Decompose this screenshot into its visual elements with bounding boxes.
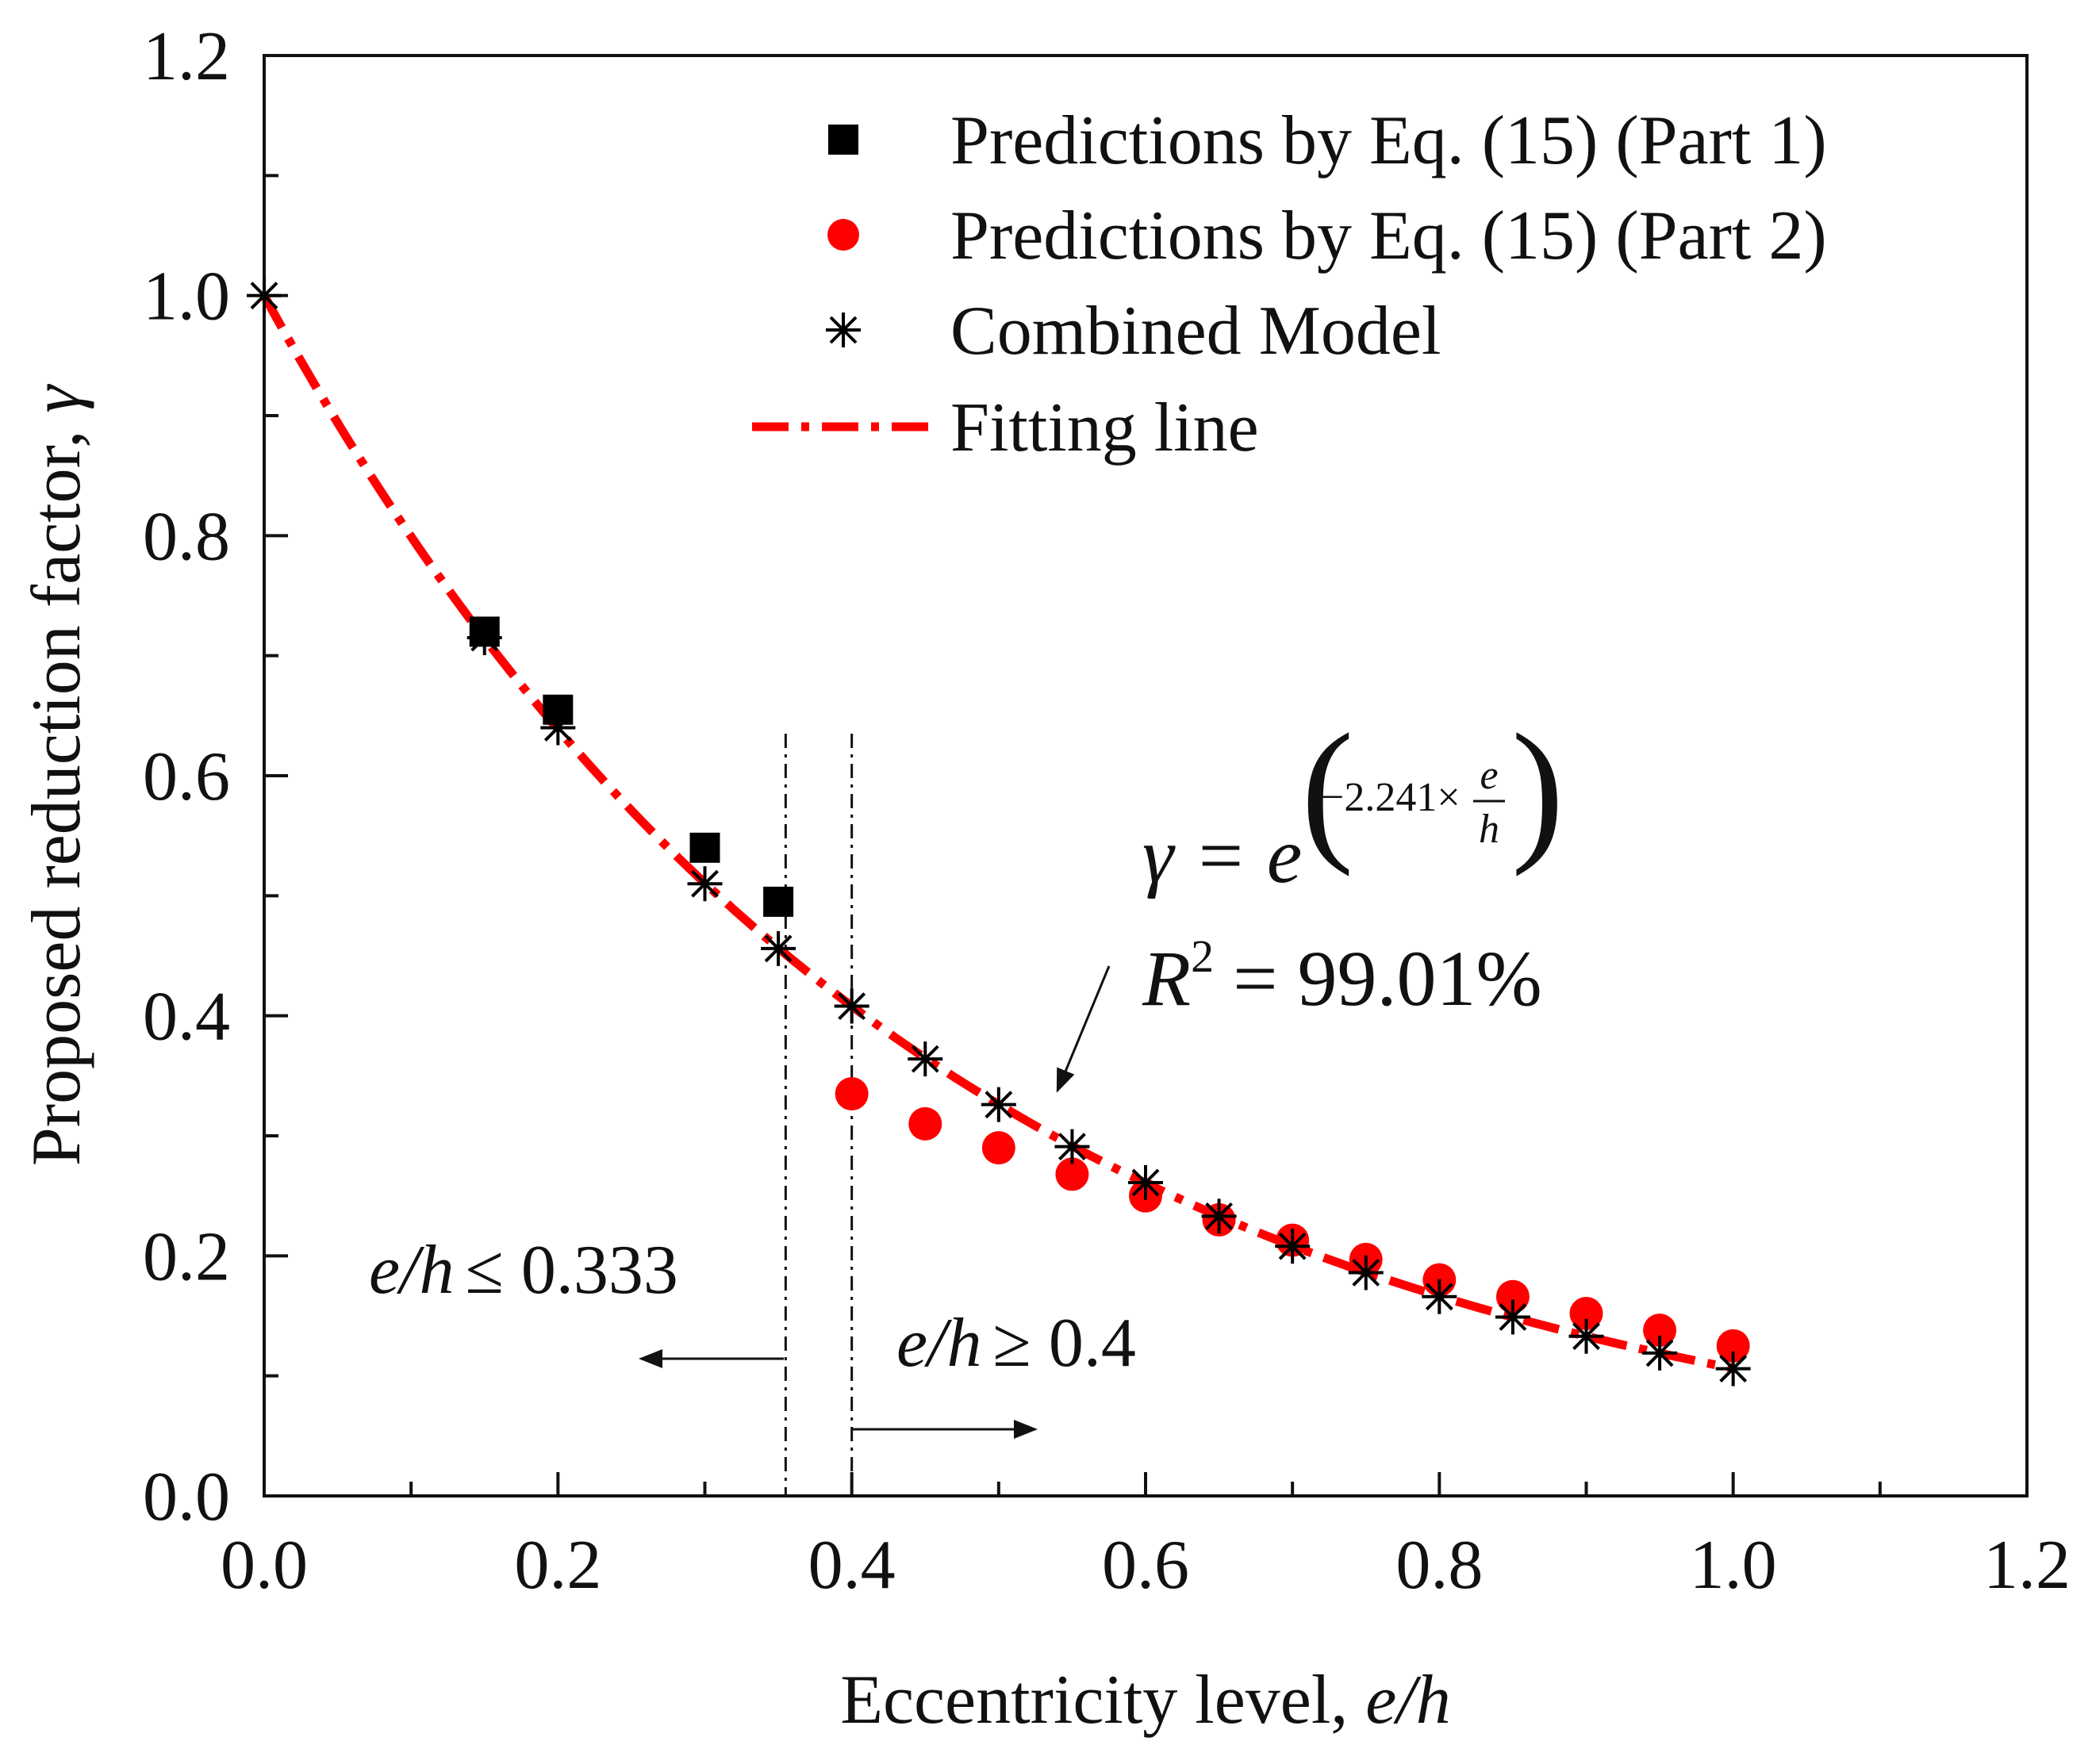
legend-label-combined: Combined Model xyxy=(950,293,1441,370)
legend-label-part2: Predictions by Eq. (15) (Part 2) xyxy=(950,197,1827,274)
point-part1 xyxy=(689,832,720,863)
legend-label-part1: Predictions by Eq. (15) (Part 1) xyxy=(950,102,1827,179)
equation: γ = e ( −2.241× e h ) R2 = 99.01% xyxy=(1142,702,1564,1022)
y-tick-label: 0.6 xyxy=(143,738,230,815)
point-combined xyxy=(1642,1335,1678,1371)
point-combined xyxy=(687,866,723,902)
point-part1 xyxy=(763,886,794,917)
point-part2 xyxy=(908,1106,942,1141)
right-region-rel: ≥ 0.4 xyxy=(993,1305,1136,1382)
y-tick-label: 0.8 xyxy=(143,498,230,575)
point-part2 xyxy=(981,1131,1015,1165)
right-region-var: e/h xyxy=(896,1305,982,1382)
point-combined xyxy=(834,988,869,1024)
point-combined xyxy=(1128,1165,1163,1201)
y-axis-tick-labels: 0.0 0.2 0.4 0.6 0.8 1.0 1.2 xyxy=(143,18,230,1536)
point-combined xyxy=(981,1087,1016,1122)
point-part2 xyxy=(1716,1329,1750,1363)
equation-paren-left: ( xyxy=(1301,702,1354,877)
r-squared: R2 = 99.01% xyxy=(1142,930,1542,1022)
x-tick-label: 0.0 xyxy=(221,1527,308,1604)
fitting-line xyxy=(260,293,1734,1373)
point-part2 xyxy=(1643,1313,1677,1348)
point-combined xyxy=(1348,1255,1384,1290)
x-axis-title-var: e/h xyxy=(1365,1662,1451,1739)
point-combined xyxy=(1568,1318,1604,1354)
point-combined xyxy=(1201,1198,1237,1234)
x-axis-ticks xyxy=(263,1472,2029,1496)
series-part2 xyxy=(835,1077,1750,1363)
point-combined xyxy=(908,1041,943,1077)
r-squared-rhs: = 99.01% xyxy=(1233,934,1542,1022)
legend-marker-combined xyxy=(826,313,861,347)
series-combined-model xyxy=(247,278,1751,1386)
x-axis-title-prefix: Eccentricity level, xyxy=(840,1662,1365,1739)
x-tick-label: 0.2 xyxy=(514,1527,601,1604)
point-part2 xyxy=(1569,1296,1603,1330)
legend-label-fitting-line: Fitting line xyxy=(950,389,1259,466)
y-axis-title-prefix: Proposed reduction factor, xyxy=(18,413,95,1167)
legend: Predictions by Eq. (15) (Part 1) Predict… xyxy=(752,102,1827,466)
left-region-rel: ≤ 0.333 xyxy=(466,1232,678,1309)
legend-marker-part1 xyxy=(828,125,858,155)
equation-exp-den: h xyxy=(1479,807,1499,852)
point-combined xyxy=(540,710,576,746)
x-axis-tick-labels: 0.0 0.2 0.4 0.6 0.8 1.0 1.2 xyxy=(221,1527,2071,1604)
point-combined xyxy=(1422,1279,1457,1314)
left-region-var: e/h xyxy=(369,1232,455,1309)
point-part2 xyxy=(1055,1157,1089,1191)
x-tick-label: 1.0 xyxy=(1690,1527,1777,1604)
legend-marker-part2 xyxy=(827,219,859,251)
y-tick-label: 0.4 xyxy=(143,979,230,1056)
y-axis-title: Proposed reduction factor, γ xyxy=(18,384,95,1167)
y-axis-ticks xyxy=(264,54,288,1497)
y-tick-label: 0.2 xyxy=(143,1218,230,1295)
point-combined xyxy=(466,619,502,655)
x-tick-label: 0.8 xyxy=(1395,1527,1483,1604)
point-combined xyxy=(1275,1229,1311,1264)
region-boundary-lines xyxy=(784,734,854,1496)
y-tick-label: 0.0 xyxy=(143,1459,230,1536)
right-region-label: e/h ≥ 0.4 xyxy=(896,1305,1136,1382)
x-tick-label: 0.4 xyxy=(808,1527,896,1604)
series-part1 xyxy=(469,616,794,917)
point-part2 xyxy=(1495,1279,1530,1313)
point-part2 xyxy=(835,1077,869,1111)
point-combined xyxy=(761,930,796,966)
equation-paren-right: ) xyxy=(1511,702,1564,877)
r-squared-sup: 2 xyxy=(1191,930,1214,982)
x-tick-label: 1.2 xyxy=(1983,1527,2071,1604)
y-axis-title-var: γ xyxy=(18,384,95,413)
equation-exp-coef: −2.241× xyxy=(1321,775,1461,820)
left-region-label: e/h ≤ 0.333 xyxy=(369,1232,678,1309)
point-combined xyxy=(1495,1299,1530,1335)
r-squared-lhs: R xyxy=(1142,934,1191,1022)
x-axis-title: Eccentricity level, e/h xyxy=(840,1662,1451,1739)
point-combined xyxy=(1715,1351,1751,1386)
equation-lhs: γ = e xyxy=(1142,811,1302,899)
equation-pointer-arrow xyxy=(1056,965,1111,1093)
x-tick-label: 0.6 xyxy=(1102,1527,1189,1604)
point-combined xyxy=(1054,1129,1090,1164)
point-combined xyxy=(247,278,282,313)
equation-exp-num: e xyxy=(1480,753,1498,798)
y-tick-label: 1.0 xyxy=(143,259,230,336)
y-tick-label: 1.2 xyxy=(143,18,230,95)
